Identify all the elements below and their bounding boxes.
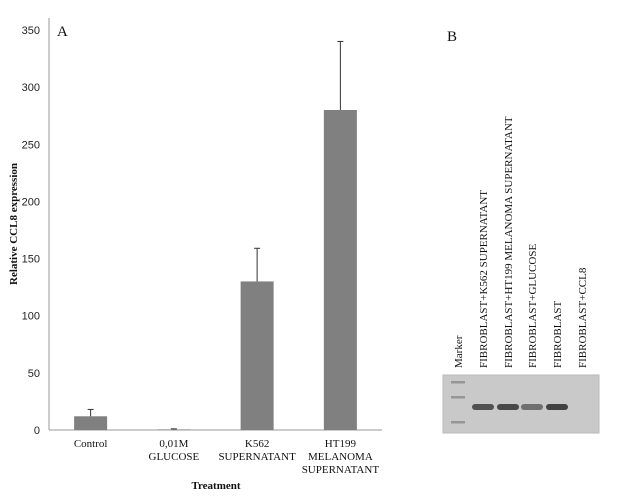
gel-band bbox=[472, 404, 494, 410]
bar bbox=[323, 110, 357, 430]
y-tick-label: 100 bbox=[22, 311, 40, 323]
marker-band bbox=[451, 381, 465, 384]
x-tick-label: 0,01M bbox=[159, 438, 188, 450]
y-tick-label: 300 bbox=[22, 82, 40, 94]
y-tick-label: 350 bbox=[22, 25, 40, 37]
y-tick-label: 250 bbox=[22, 139, 40, 151]
x-tick-label: GLUCOSE bbox=[149, 451, 200, 463]
panel-label-b: B bbox=[447, 29, 457, 45]
y-tick-label: 200 bbox=[22, 196, 40, 208]
y-tick-label: 50 bbox=[28, 368, 40, 380]
gel-band bbox=[521, 404, 543, 410]
lane-label: FIBROBLAST+GLUCOSE bbox=[527, 244, 539, 368]
y-tick-label: 150 bbox=[22, 254, 40, 266]
gel-band bbox=[497, 404, 519, 410]
lane-label: FIBROBLAST+K562 SUPERNATANT bbox=[478, 190, 490, 368]
lane-label: Marker bbox=[453, 335, 465, 368]
bar bbox=[157, 429, 191, 430]
x-tick-label: SUPERNATANT bbox=[302, 464, 380, 476]
lane-label: FIBROBLAST+CCL8 bbox=[577, 267, 589, 368]
x-tick-label: MELANOMA bbox=[308, 451, 373, 463]
lane-label: FIBROBLAST+HT199 MELANOMA SUPERNATANT bbox=[503, 116, 515, 368]
x-axis-label: Treatment bbox=[191, 480, 240, 492]
bar bbox=[240, 281, 274, 430]
gel-image bbox=[442, 374, 600, 434]
x-tick-label: SUPERNATANT bbox=[218, 451, 296, 463]
panel-label-a: A bbox=[57, 24, 68, 40]
x-tick-label: Control bbox=[74, 438, 108, 450]
y-tick-label: 0 bbox=[34, 425, 40, 437]
x-tick-label: K562 bbox=[245, 438, 269, 450]
gel-background bbox=[442, 374, 600, 434]
gel-band bbox=[546, 404, 568, 410]
marker-band bbox=[451, 421, 465, 424]
bar bbox=[74, 416, 108, 430]
y-axis-label: Relative CCL8 expression bbox=[8, 163, 20, 285]
x-tick-label: HT199 bbox=[325, 438, 357, 450]
lane-label: FIBROBLAST bbox=[552, 300, 564, 368]
marker-band bbox=[451, 396, 465, 399]
